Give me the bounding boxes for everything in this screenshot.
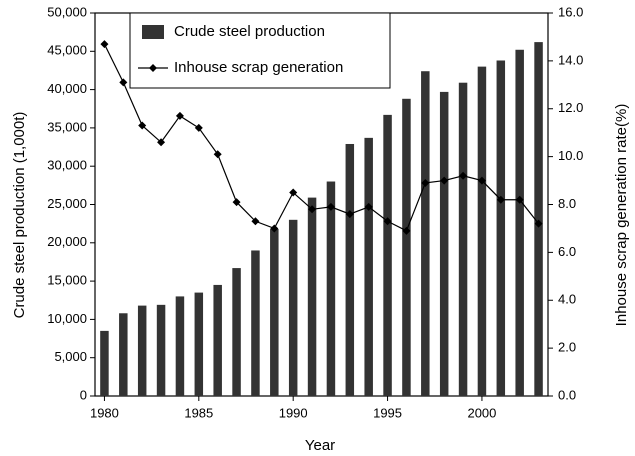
y2-tick-label: 12.0 <box>558 100 583 115</box>
bar <box>345 143 355 396</box>
y2-tick-label: 16.0 <box>558 4 583 19</box>
line-marker <box>440 176 449 185</box>
bar <box>307 197 317 396</box>
y-tick-label: 30,000 <box>47 158 87 173</box>
bar <box>402 98 411 397</box>
x-tick-label: 1990 <box>279 405 308 420</box>
y-tick-label: 20,000 <box>47 234 87 249</box>
line-marker <box>345 210 354 219</box>
line-marker <box>194 123 203 132</box>
x-tick-label: 2000 <box>467 405 496 420</box>
legend-marker <box>149 64 157 72</box>
bar <box>213 284 222 396</box>
line-marker <box>232 198 241 207</box>
line-marker <box>213 150 222 159</box>
bar <box>439 91 449 396</box>
bar <box>119 313 128 396</box>
line-marker <box>326 202 335 211</box>
x-tick-label: 1985 <box>184 405 213 420</box>
y-tick-label: 0 <box>80 387 87 402</box>
bar <box>421 71 430 396</box>
y-tick-label: 45,000 <box>47 43 87 58</box>
bar <box>100 330 109 396</box>
line-marker <box>496 195 505 204</box>
y-tick-label: 5,000 <box>54 349 87 364</box>
y-tick-label: 10,000 <box>47 311 87 326</box>
legend-swatch <box>142 25 164 39</box>
line-marker <box>270 224 279 233</box>
bar <box>137 305 147 396</box>
legend-label: Crude steel production <box>174 23 325 40</box>
y-axis-label: Crude steel production (1,000t) <box>11 112 28 319</box>
bar <box>496 60 506 396</box>
y-tick-label: 50,000 <box>47 4 87 19</box>
bar <box>175 296 185 396</box>
line-marker <box>383 217 392 226</box>
y-tick-label: 40,000 <box>47 81 87 96</box>
line-marker <box>157 138 166 147</box>
line-marker <box>515 195 524 204</box>
y2-tick-label: 0.0 <box>558 387 576 402</box>
line-marker <box>289 188 298 197</box>
line-marker <box>308 205 317 214</box>
bar <box>477 66 487 397</box>
line-marker <box>534 219 543 228</box>
bar <box>251 250 260 396</box>
line-marker <box>100 40 109 49</box>
y2-tick-label: 10.0 <box>558 148 583 163</box>
bar <box>288 219 298 396</box>
line-marker <box>402 226 411 235</box>
line-marker <box>138 121 147 130</box>
bar <box>364 137 373 396</box>
y-tick-label: 25,000 <box>47 196 87 211</box>
y-tick-label: 35,000 <box>47 119 87 134</box>
y2-tick-label: 8.0 <box>558 196 576 211</box>
bar <box>458 82 468 397</box>
x-tick-label: 1995 <box>373 405 402 420</box>
y2-tick-label: 2.0 <box>558 340 576 355</box>
legend-label: Inhouse scrap generation <box>174 59 343 76</box>
bar <box>232 268 241 396</box>
bar <box>270 229 279 396</box>
bar <box>515 49 524 396</box>
line-marker <box>251 217 260 226</box>
line-marker <box>459 171 468 180</box>
y-tick-label: 15,000 <box>47 273 87 288</box>
legend-box <box>129 12 391 89</box>
bar <box>156 304 166 396</box>
y2-tick-label: 14.0 <box>558 52 583 67</box>
bar <box>326 181 336 396</box>
bar <box>194 292 204 396</box>
y2-tick-label: 6.0 <box>558 244 576 259</box>
line-marker <box>119 78 128 87</box>
x-axis-label: Year <box>305 437 335 454</box>
bar <box>534 42 543 396</box>
y2-tick-label: 4.0 <box>558 292 576 307</box>
line-marker <box>477 176 486 185</box>
line-marker <box>421 178 430 187</box>
line-marker <box>175 111 184 120</box>
x-tick-label: 1980 <box>90 405 119 420</box>
y2-axis-label: Inhouse scrap generation rate(%) <box>613 104 630 327</box>
line-marker <box>364 202 373 211</box>
bar <box>383 114 392 397</box>
